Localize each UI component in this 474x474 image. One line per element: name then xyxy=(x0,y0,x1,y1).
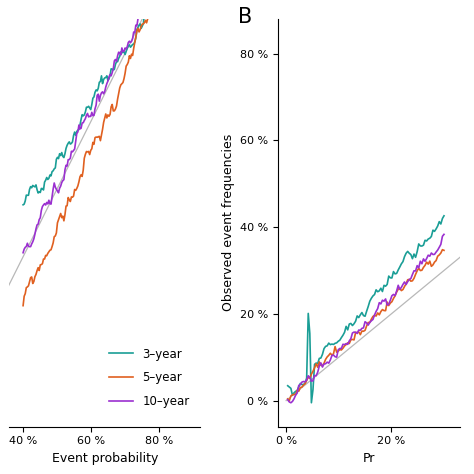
X-axis label: Event probability: Event probability xyxy=(52,452,158,465)
Legend: 3–year, 5–year, 10–year: 3–year, 5–year, 10–year xyxy=(104,343,194,412)
X-axis label: Pr: Pr xyxy=(363,452,375,465)
Text: B: B xyxy=(238,7,253,27)
Y-axis label: Observed event frequencies: Observed event frequencies xyxy=(222,134,235,311)
